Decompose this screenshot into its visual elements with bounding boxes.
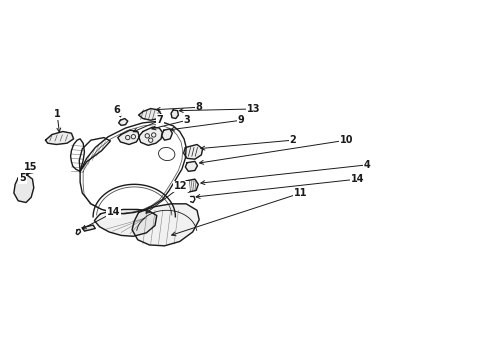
Polygon shape <box>14 175 34 203</box>
Polygon shape <box>185 161 197 171</box>
Polygon shape <box>184 144 203 159</box>
Text: 10: 10 <box>340 135 353 145</box>
Polygon shape <box>119 118 128 125</box>
Polygon shape <box>24 162 37 174</box>
Text: 1: 1 <box>54 109 61 119</box>
Text: 13: 13 <box>246 104 260 114</box>
Polygon shape <box>82 225 95 231</box>
Polygon shape <box>171 110 178 118</box>
Text: 7: 7 <box>157 115 164 125</box>
Text: 9: 9 <box>238 115 245 125</box>
Polygon shape <box>139 127 162 145</box>
Text: 14: 14 <box>107 207 120 217</box>
Text: 15: 15 <box>24 162 37 172</box>
Text: 11: 11 <box>294 188 308 198</box>
Polygon shape <box>46 131 74 144</box>
Text: 3: 3 <box>184 115 191 125</box>
Text: 2: 2 <box>290 135 296 145</box>
Text: 5: 5 <box>19 173 26 183</box>
Polygon shape <box>95 210 157 236</box>
Polygon shape <box>139 109 161 120</box>
Polygon shape <box>118 130 140 144</box>
Polygon shape <box>162 129 172 140</box>
Text: 12: 12 <box>174 181 188 192</box>
Polygon shape <box>132 204 199 246</box>
Polygon shape <box>184 179 198 192</box>
Text: 14: 14 <box>350 174 364 184</box>
Text: 8: 8 <box>196 102 203 112</box>
Text: 4: 4 <box>364 160 370 170</box>
Text: 6: 6 <box>114 105 121 115</box>
